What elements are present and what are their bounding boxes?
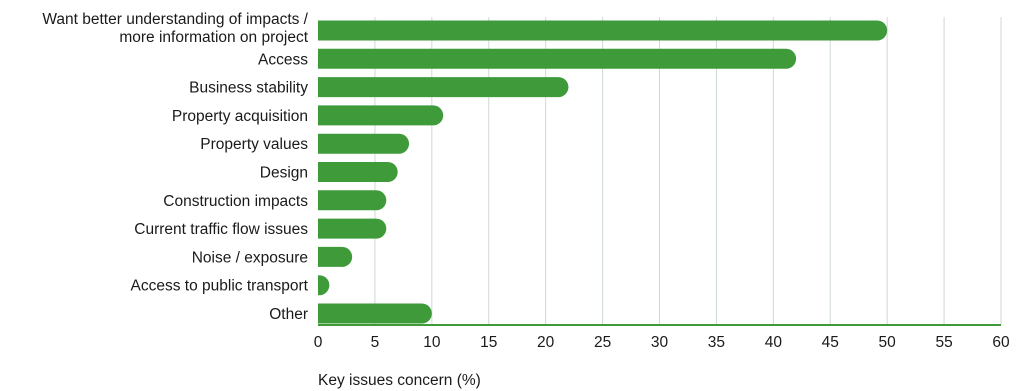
x-tick-label: 15 — [480, 334, 497, 351]
x-tick-label: 0 — [314, 334, 323, 351]
x-tick-label: 20 — [537, 334, 555, 351]
bar — [318, 303, 432, 324]
category-label: Business stability — [189, 80, 308, 97]
bar — [318, 48, 797, 69]
x-tick-label: 10 — [423, 334, 441, 351]
category-labels: Want better understanding of impacts / mo… — [42, 11, 308, 323]
bar — [318, 218, 387, 239]
bar — [318, 162, 398, 182]
x-tick-labels: 0 5 10 15 20 25 30 35 40 45 50 55 60 — [314, 334, 1010, 351]
category-label-line: more information on project — [119, 29, 308, 46]
bar — [318, 105, 444, 126]
x-tick-label: 40 — [765, 334, 783, 351]
x-tick-label: 60 — [992, 334, 1010, 351]
category-label: Current traffic flow issues — [134, 221, 308, 238]
x-tick-label: 25 — [594, 334, 611, 351]
bar — [318, 275, 330, 296]
category-label: Other — [269, 306, 308, 323]
x-tick-label: 50 — [879, 334, 897, 351]
category-label: Access — [258, 51, 308, 68]
bar — [318, 190, 387, 211]
x-tick-label: 30 — [651, 334, 669, 351]
bar — [318, 20, 888, 41]
category-label: Construction impacts — [163, 193, 308, 210]
bars — [318, 20, 888, 324]
bar — [318, 246, 353, 267]
category-label: Access to public transport — [131, 278, 309, 295]
x-tick-label: 45 — [822, 334, 839, 351]
category-label: Design — [260, 165, 308, 182]
category-label: Property acquisition — [172, 108, 308, 125]
category-label: Property values — [200, 136, 308, 153]
category-label: Noise / exposure — [192, 249, 308, 266]
x-axis-title: Key issues concern (%) — [318, 372, 481, 389]
category-label-line: Want better understanding of impacts / — [42, 11, 308, 28]
x-tick-label: 55 — [935, 334, 952, 351]
bar — [318, 133, 410, 154]
category-label: Want better understanding of impacts / mo… — [42, 11, 308, 46]
bar — [318, 77, 569, 98]
x-tick-label: 5 — [371, 334, 380, 351]
x-tick-label: 35 — [708, 334, 725, 351]
